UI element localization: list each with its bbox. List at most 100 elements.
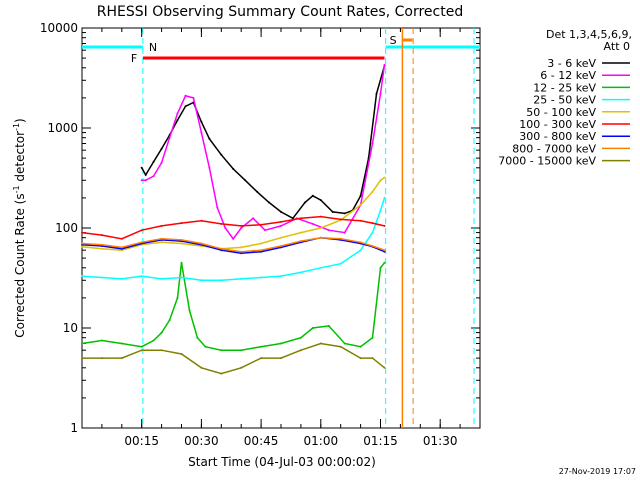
data-point [180, 242, 183, 245]
legend-header-line2: Att 0 [604, 40, 630, 53]
data-point [343, 212, 346, 215]
data-point [120, 342, 123, 345]
data-point [200, 366, 203, 369]
data-point [200, 120, 203, 123]
y-tick-label: 100 [55, 221, 78, 235]
data-point [240, 349, 243, 352]
data-point [120, 249, 123, 252]
data-point [81, 357, 83, 360]
data-point [339, 345, 342, 348]
data-point [359, 357, 362, 360]
data-point [371, 142, 374, 145]
data-point [140, 349, 143, 352]
data-point [232, 237, 235, 240]
data-point [375, 92, 378, 95]
chart-title: RHESSI Observing Summary Count Rates, Co… [97, 4, 463, 20]
data-point [260, 242, 263, 245]
legend-label: 300 - 800 keV [519, 130, 596, 143]
data-point [256, 190, 259, 193]
data-point [343, 342, 346, 345]
timestamp: 27-Nov-2019 17:07 [559, 467, 636, 476]
data-point [140, 179, 143, 182]
data-point [240, 277, 243, 280]
data-point [280, 275, 282, 278]
data-point [220, 349, 223, 352]
y-axis-label-mid: detector [13, 131, 27, 186]
legend-label: 25 - 50 keV [533, 94, 596, 107]
data-point [264, 229, 267, 232]
data-point [140, 345, 143, 348]
x-tick-label: 01:30 [423, 434, 458, 448]
data-point [176, 112, 179, 115]
legend-label: 6 - 12 keV [540, 69, 596, 82]
data-point [299, 240, 302, 243]
data-point [319, 236, 322, 239]
data-point [383, 63, 386, 66]
data-point [152, 175, 155, 178]
data-point [311, 222, 314, 225]
data-point [260, 345, 263, 348]
data-point [299, 349, 302, 352]
flare-flag-label: F [131, 52, 137, 65]
data-point [208, 166, 211, 169]
data-point [331, 210, 334, 213]
data-point [220, 249, 223, 252]
data-point [100, 243, 103, 246]
data-point [81, 275, 83, 278]
data-point [311, 194, 314, 197]
x-tick-label: 00:15 [124, 434, 159, 448]
data-point [160, 331, 163, 334]
data-point [100, 276, 103, 279]
data-point [371, 222, 374, 225]
x-tick-label: 01:00 [304, 434, 339, 448]
data-point [379, 92, 382, 95]
data-point [240, 227, 243, 229]
y-tick-label: 10000 [40, 21, 78, 35]
data-point [383, 249, 386, 252]
data-point [383, 196, 386, 199]
data-point [280, 210, 282, 213]
data-point [220, 279, 223, 282]
data-point [359, 219, 362, 222]
night-flag-label: N [149, 41, 157, 54]
data-point [371, 231, 374, 234]
data-point [120, 247, 123, 250]
data-point [168, 319, 171, 322]
data-point [343, 231, 346, 234]
data-point [200, 219, 203, 222]
data-point [120, 246, 123, 249]
data-point [160, 349, 163, 352]
data-point [244, 179, 247, 182]
series-line [81, 262, 386, 351]
data-point [280, 220, 282, 223]
data-point [120, 237, 123, 240]
data-point [220, 222, 223, 225]
data-point [100, 247, 103, 250]
data-point [184, 94, 187, 97]
data-point [81, 242, 83, 245]
y-axis-label-sup2: -1 [12, 123, 21, 131]
data-point [280, 357, 282, 360]
data-point [319, 215, 322, 218]
legend-label: 100 - 300 keV [519, 118, 596, 131]
data-point [383, 261, 386, 264]
data-point [327, 324, 330, 327]
data-point [359, 204, 362, 206]
data-point [180, 276, 183, 279]
y-tick-label: 1000 [47, 121, 78, 135]
data-point [280, 246, 282, 249]
saa-flag-label: S [390, 34, 397, 47]
data-point [371, 190, 374, 193]
data-point [240, 250, 243, 253]
data-point [176, 296, 179, 299]
data-point [100, 339, 103, 342]
x-axis-label: Start Time (04-Jul-03 00:00:02) [188, 455, 376, 469]
data-point [311, 327, 314, 329]
data-point [339, 262, 342, 265]
data-point [371, 245, 374, 247]
data-point [196, 336, 199, 339]
data-point [120, 357, 123, 360]
